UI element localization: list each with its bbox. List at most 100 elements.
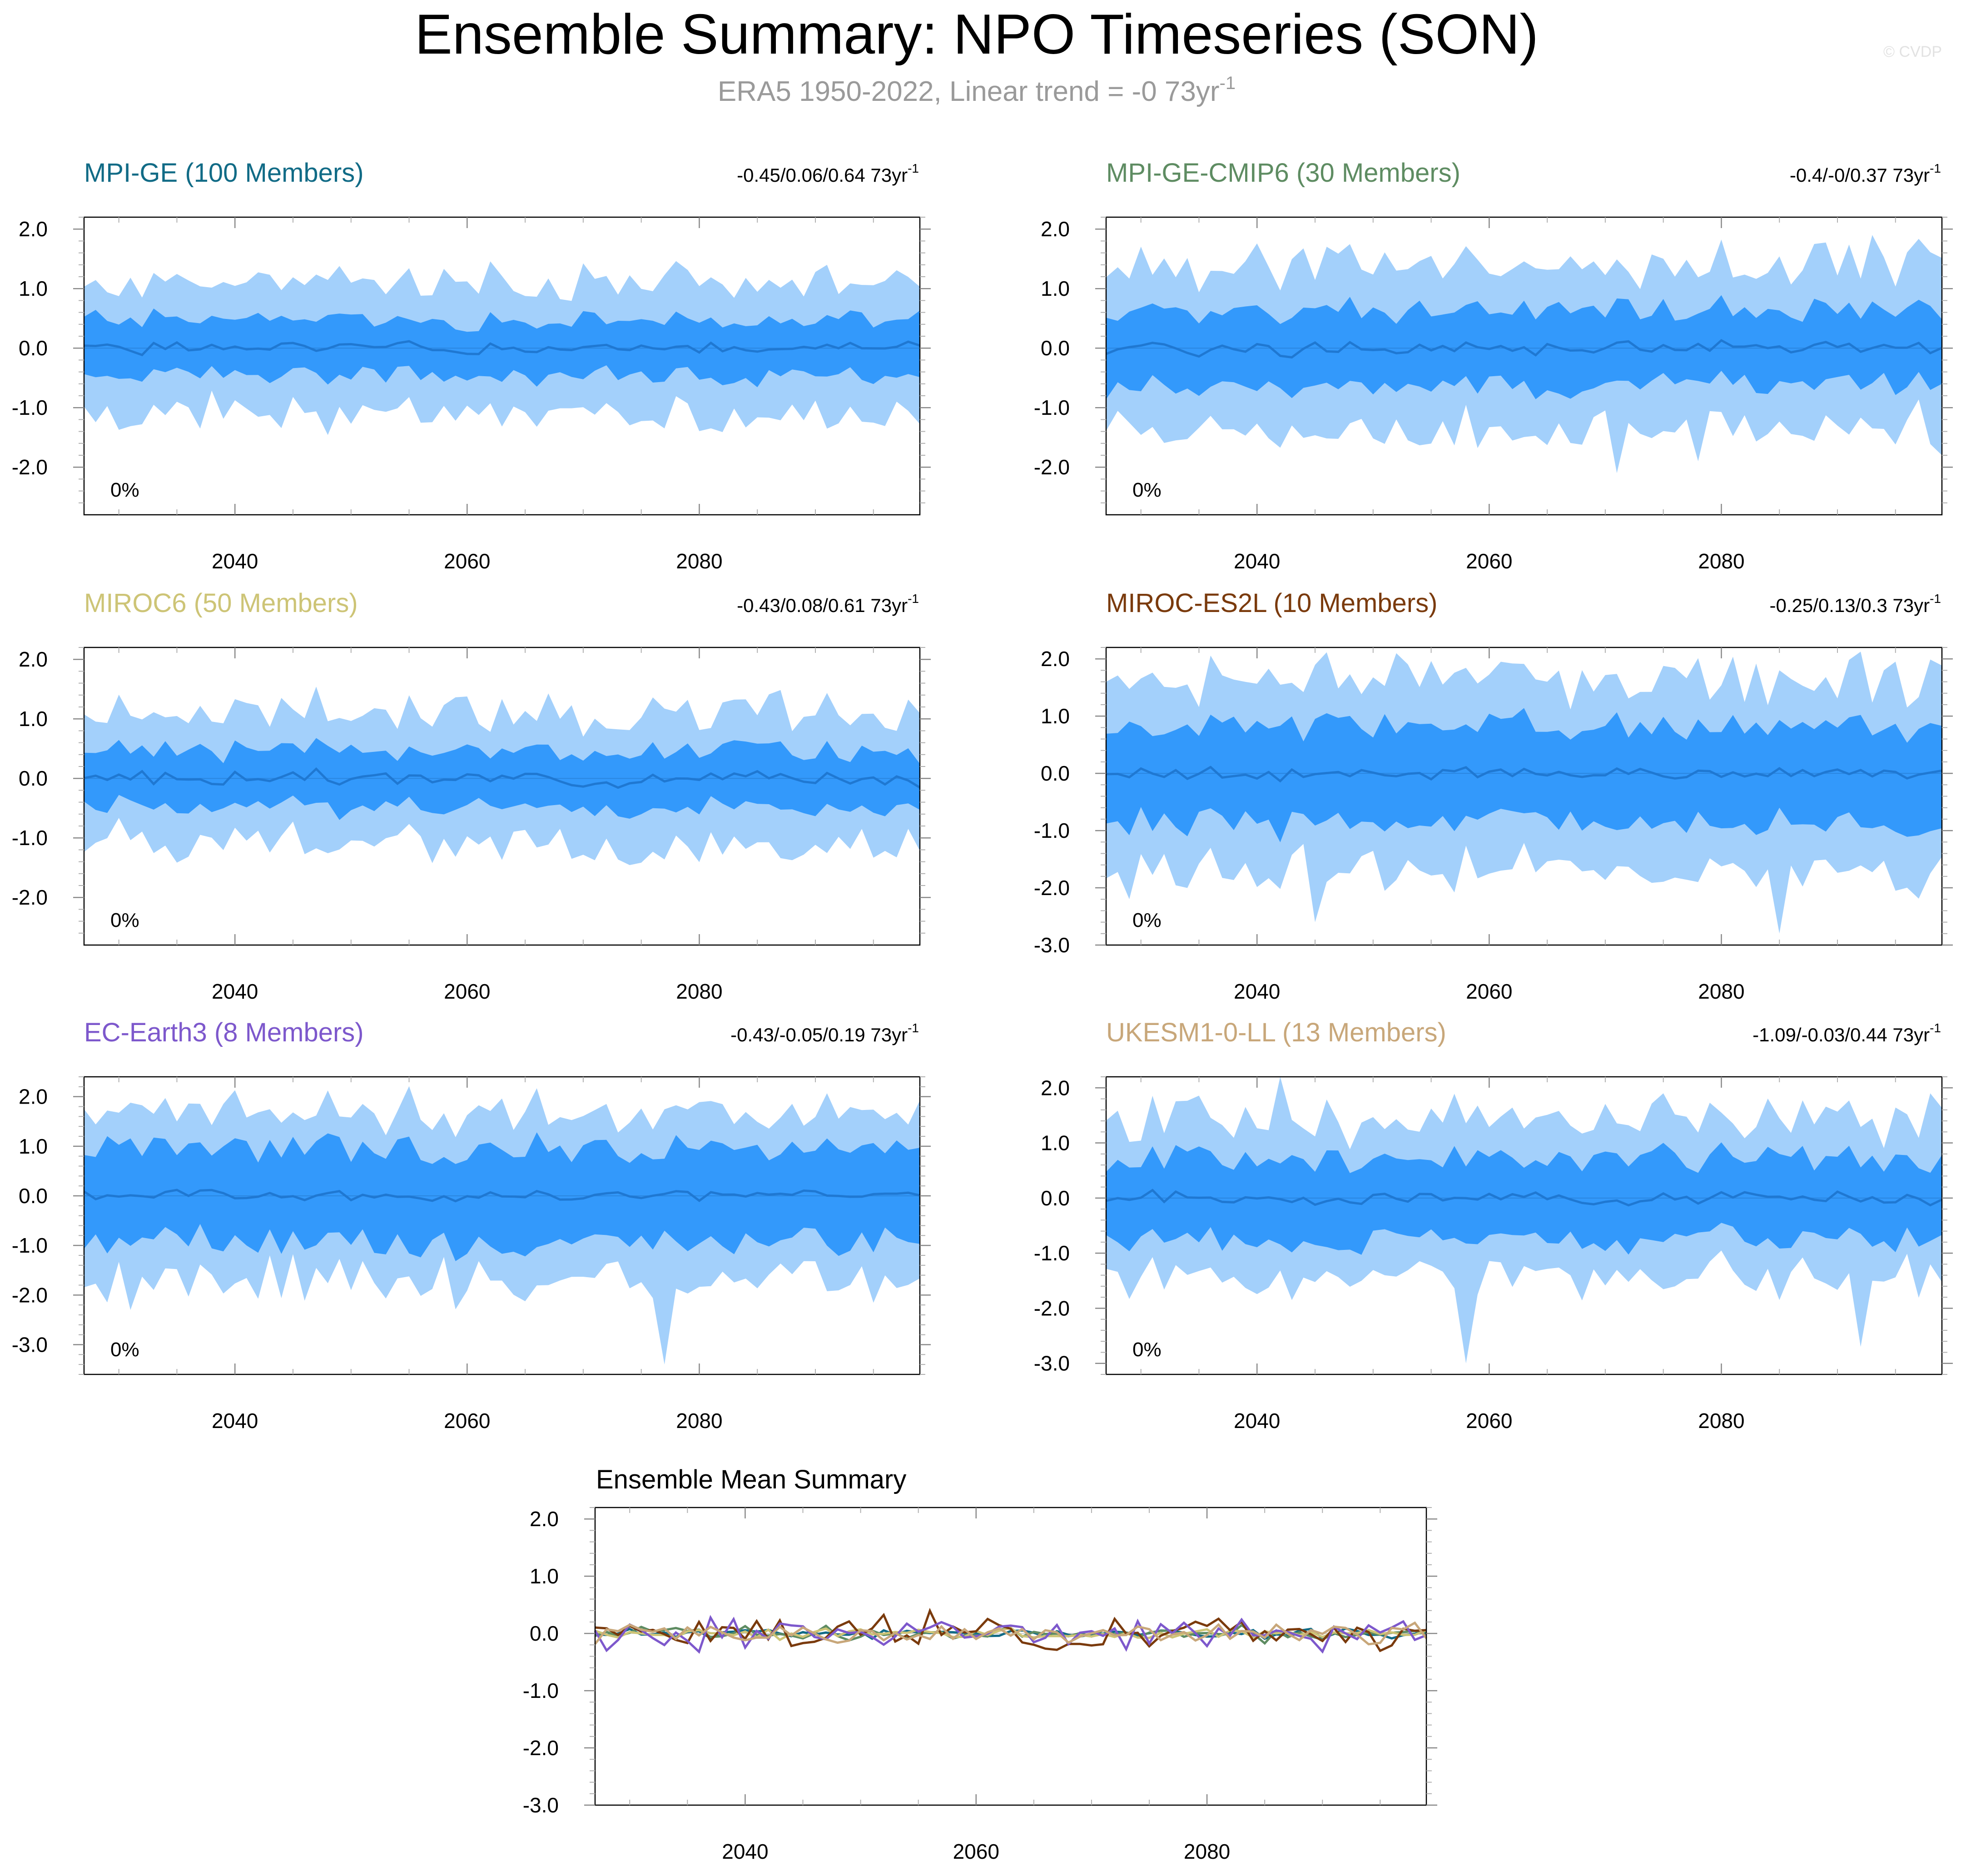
plot-frame (1105, 216, 1943, 516)
ensemble-mean-line (1106, 339, 1943, 359)
panel-title: UKESM1-0-LL (13 Members) (1106, 1018, 1446, 1047)
y-tick-label: 0.0 (1041, 1186, 1070, 1210)
x-tick-label: 2060 (1466, 1409, 1512, 1433)
trend-summary: -0.45/0.06/0.64 73yr-1 (737, 161, 919, 186)
y-tick-label: -1.0 (12, 1234, 48, 1257)
y-tick-label: 0.0 (19, 766, 48, 790)
panel-2: MPI-GE-CMIP6 (30 Members) -0.4/-0/0.37 73… (1034, 158, 1953, 573)
y-tick-label: 2.0 (1041, 217, 1070, 241)
ensemble-mean-line (1106, 1189, 1943, 1207)
x-tick-label: 2080 (1698, 549, 1744, 573)
x-tick-label: 2060 (444, 1409, 490, 1433)
y-tick-label: -3.0 (523, 1793, 559, 1817)
x-tick-label: 2040 (1234, 980, 1280, 1003)
percent-label: 0% (110, 479, 139, 501)
percent-label: 0% (1132, 1339, 1162, 1361)
plot-frame (1105, 1076, 1943, 1375)
percent-label: 0% (1132, 479, 1162, 501)
panel-7: Ensemble Mean Summary -3.0 -2.0 -1.0 0.0 1.0 2… (523, 1465, 1437, 1863)
x-tick-label: 2080 (676, 549, 722, 573)
ensemble-mean-line (83, 1189, 920, 1203)
x-tick-label: 2040 (722, 1840, 768, 1863)
x-tick-label: 2040 (1234, 1409, 1280, 1433)
series-line-4 (595, 1607, 1427, 1652)
y-tick-label: 1.0 (19, 277, 48, 300)
series-line-6 (594, 1621, 1428, 1646)
x-tick-label: 2060 (1466, 980, 1512, 1003)
figure-subtitle: ERA5 1950-2022, Linear trend = -0 73yr-1 (718, 73, 1236, 107)
y-tick-label: -2.0 (1034, 455, 1070, 479)
ensemble-mean-line (84, 767, 921, 789)
panel-4: MIROC-ES2L (10 Members) -0.25/0.13/0.3 73… (1034, 588, 1953, 1003)
y-tick-label: 2.0 (19, 1085, 48, 1109)
x-tick-label: 2040 (212, 549, 258, 573)
x-tick-label: 2060 (444, 980, 490, 1003)
inner-spread-band (1106, 708, 1942, 842)
y-tick-label: -1.0 (12, 826, 48, 850)
x-tick-label: 2080 (676, 1409, 722, 1433)
panel-1: MPI-GE (100 Members) -0.45/0.06/0.64 73yr… (12, 158, 931, 573)
trend-summary: -0.43/-0.05/0.19 73yr-1 (730, 1021, 919, 1045)
y-tick-label: -1.0 (523, 1679, 559, 1702)
panel-title: MIROC6 (50 Members) (84, 588, 358, 618)
y-tick-label: 1.0 (19, 707, 48, 731)
percent-label: 0% (1132, 909, 1162, 931)
percent-label: 0% (110, 1339, 139, 1361)
panel-5: EC-Earth3 (8 Members) -0.43/-0.05/0.19 73… (12, 1018, 931, 1433)
y-tick-label: -3.0 (12, 1333, 48, 1357)
y-tick-label: -2.0 (1034, 876, 1070, 900)
y-tick-label: -2.0 (12, 1283, 48, 1307)
figure-title: Ensemble Summary: NPO Timeseries (SON) (415, 3, 1539, 66)
y-tick-label: 1.0 (19, 1135, 48, 1158)
y-tick-label: -1.0 (1034, 819, 1070, 842)
y-tick-label: 1.0 (1041, 277, 1070, 300)
panel-title: MPI-GE (100 Members) (84, 158, 364, 188)
x-tick-label: 2060 (953, 1840, 999, 1863)
x-tick-label: 2080 (1184, 1840, 1230, 1863)
panel-title: MPI-GE-CMIP6 (30 Members) (1106, 158, 1460, 188)
inner-spread-band (1106, 1142, 1942, 1255)
trend-summary: -0.4/-0/0.37 73yr-1 (1790, 161, 1941, 186)
y-tick-label: -2.0 (12, 455, 48, 479)
ensemble-mean-line (1106, 766, 1942, 783)
panel-title: Ensemble Mean Summary (596, 1465, 906, 1494)
y-tick-label: -2.0 (12, 886, 48, 909)
x-tick-label: 2040 (212, 1409, 258, 1433)
y-tick-label: 2.0 (19, 217, 48, 241)
y-tick-label: 0.0 (19, 1184, 48, 1208)
y-tick-label: -2.0 (1034, 1296, 1070, 1320)
y-tick-label: 2.0 (530, 1507, 559, 1531)
plot-frame (594, 1507, 1427, 1806)
y-tick-label: -3.0 (1034, 933, 1070, 957)
y-tick-label: 2.0 (1041, 647, 1070, 671)
series-line-1 (595, 1627, 1427, 1640)
watermark: © CVDP (1883, 43, 1942, 60)
y-tick-label: 1.0 (1041, 704, 1070, 728)
x-tick-label: 2040 (212, 980, 258, 1003)
y-tick-label: -1.0 (1034, 396, 1070, 419)
y-tick-label: -2.0 (523, 1736, 559, 1760)
x-tick-label: 2080 (1698, 1409, 1744, 1433)
trend-summary: -0.25/0.13/0.3 73yr-1 (1770, 592, 1941, 616)
y-tick-label: 2.0 (1041, 1076, 1070, 1100)
y-tick-label: 1.0 (530, 1564, 559, 1588)
y-tick-label: -1.0 (1034, 1241, 1070, 1265)
trend-summary: -1.09/-0.03/0.44 73yr-1 (1753, 1021, 1941, 1045)
x-tick-label: 2040 (1234, 549, 1280, 573)
y-tick-label: -1.0 (12, 396, 48, 419)
panel-title: EC-Earth3 (8 Members) (84, 1018, 364, 1047)
y-tick-label: -3.0 (1034, 1352, 1070, 1375)
y-tick-label: 0.0 (1041, 336, 1070, 360)
y-tick-label: 1.0 (1041, 1131, 1070, 1155)
x-tick-label: 2060 (1466, 549, 1512, 573)
ensemble-mean-line (84, 340, 920, 357)
panel-6: UKESM1-0-LL (13 Members) -1.09/-0.03/0.44… (1034, 1018, 1953, 1433)
y-tick-label: 0.0 (1041, 761, 1070, 785)
trend-summary: -0.43/0.08/0.61 73yr-1 (737, 592, 919, 616)
x-tick-label: 2080 (1698, 980, 1744, 1003)
series-line-5 (594, 1615, 1427, 1654)
y-tick-label: 0.0 (19, 336, 48, 360)
y-tick-label: 0.0 (530, 1622, 559, 1645)
panel-title: MIROC-ES2L (10 Members) (1106, 588, 1437, 618)
